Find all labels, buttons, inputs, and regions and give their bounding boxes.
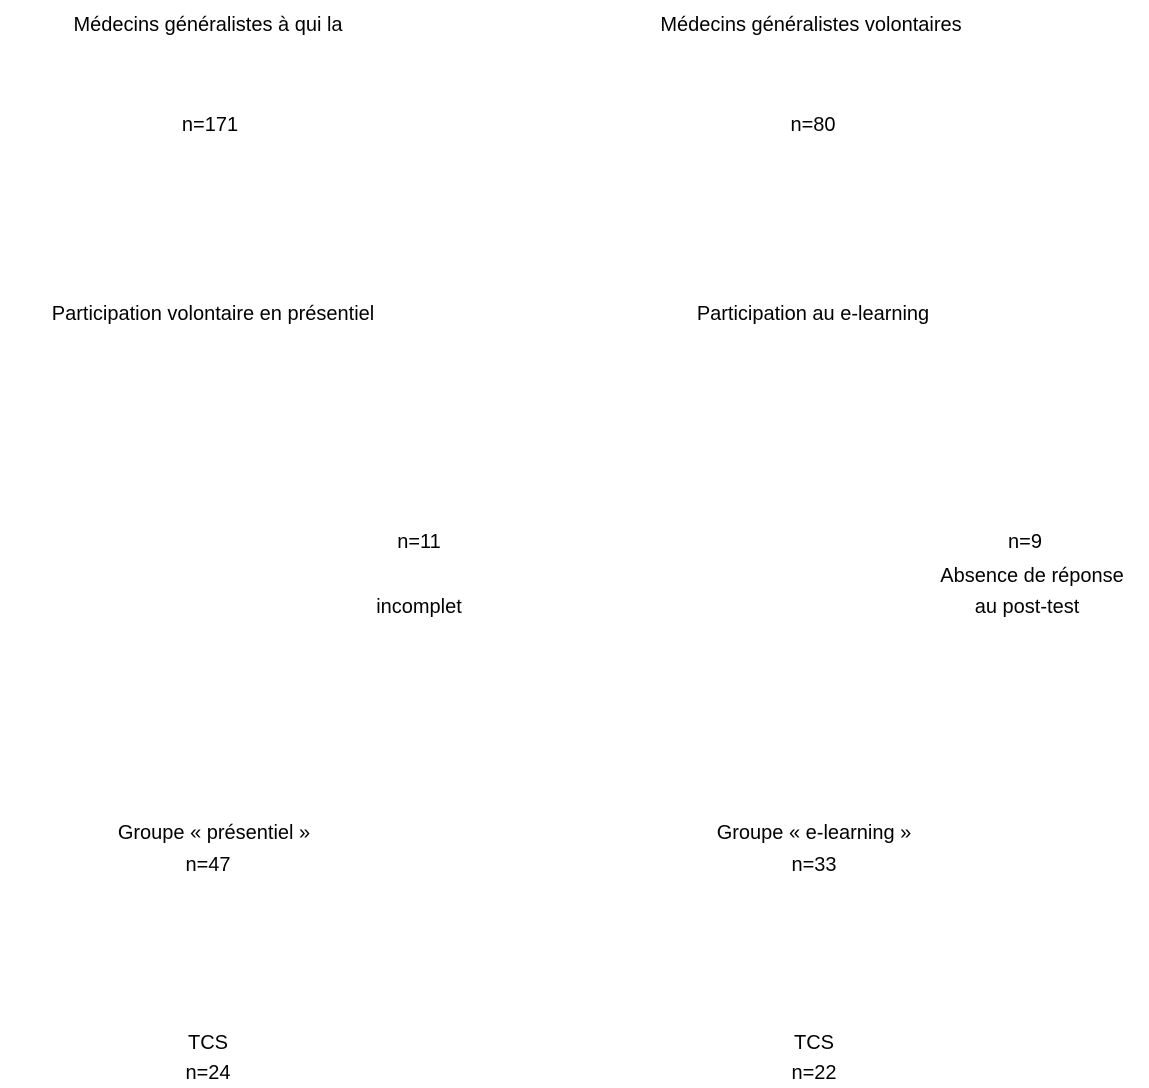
left-top-count: n=171 (181, 114, 239, 136)
right-group-count: n=33 (791, 854, 837, 876)
right-tcs-label: TCS (794, 1032, 834, 1054)
right-exclusion-reason-line2: au post-test (974, 596, 1080, 618)
left-exclusion-reason: incomplet (376, 596, 462, 618)
left-exclusion-count: n=11 (397, 531, 441, 553)
right-top-title: Médecins généralistes volontaires (660, 14, 962, 36)
right-group-label: Groupe « e-learning » (716, 822, 912, 844)
right-participation-label: Participation au e-learning (696, 303, 930, 325)
left-tcs-count: n=24 (185, 1062, 231, 1084)
left-tcs-label: TCS (188, 1032, 228, 1054)
left-participation-label: Participation volontaire en présentiel (51, 303, 375, 325)
left-top-title: Médecins généralistes à qui la (73, 14, 343, 36)
right-tcs-count: n=22 (791, 1062, 837, 1084)
right-exclusion-count: n=9 (1008, 531, 1042, 553)
right-exclusion-reason-line1: Absence de réponse (940, 565, 1124, 587)
left-group-label: Groupe « présentiel » (117, 822, 311, 844)
right-top-count: n=80 (790, 114, 836, 136)
left-group-count: n=47 (185, 854, 231, 876)
